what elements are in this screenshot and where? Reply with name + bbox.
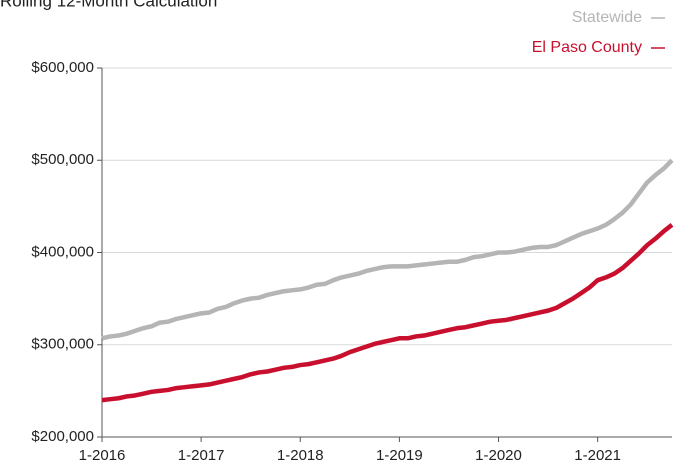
x-tick-label: 1-2019 [376,447,423,464]
y-tick-label: $600,000 [31,59,94,76]
y-tick-label: $200,000 [31,428,94,445]
y-tick-label: $300,000 [31,336,94,353]
x-tick-label: 1-2016 [79,447,126,464]
x-tick-label: 1-2018 [277,447,324,464]
x-tick-label: 1-2017 [178,447,225,464]
series-line [101,223,674,403]
legend-label: Statewide [572,9,642,26]
y-tick-label: $500,000 [31,151,94,168]
series-line [101,158,674,341]
x-tick-label: 1-2021 [574,447,621,464]
legend-label: El Paso County [532,39,642,56]
x-tick-label: 1-2020 [475,447,522,464]
chart-title: Rolling 12-Month Calculation [0,0,217,10]
y-tick-label: $400,000 [31,243,94,260]
